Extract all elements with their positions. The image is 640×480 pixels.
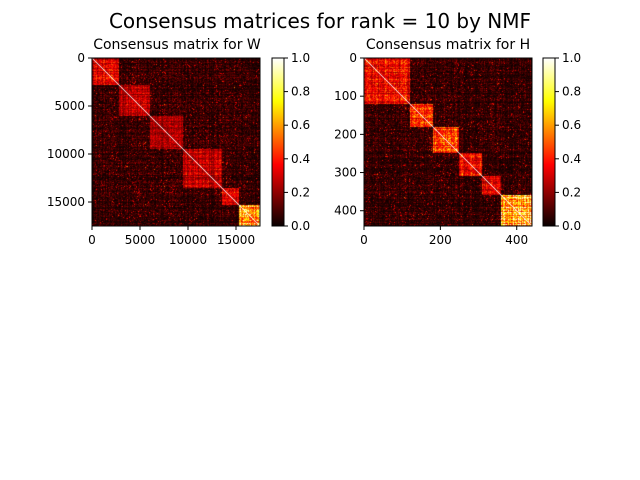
colorbar-tick-label: 0.4: [562, 152, 581, 166]
colorbar-w-frame: [271, 57, 285, 227]
y-tick-label: 0: [77, 51, 85, 65]
x-tick-label: 15000: [217, 233, 255, 247]
colorbar-tick-label: 0.0: [562, 219, 581, 233]
x-tick-label: 0: [360, 233, 368, 247]
panel-h: Consensus matrix for H 0 200 400 0 100 200 300…: [334, 37, 581, 247]
colorbar-tick-label: 1.0: [291, 51, 310, 65]
colorbar-h-frame: [542, 57, 556, 227]
heatmap-h: [364, 58, 532, 226]
panel-w: Consensus matrix for W 0 5000 10000 15000 0 5…: [47, 37, 310, 247]
colorbar-tick-label: 0.8: [562, 85, 581, 99]
panel-w-title: Consensus matrix for W: [93, 37, 261, 53]
y-tick-label: 400: [334, 204, 357, 218]
heatmap-h-frame: [363, 57, 533, 227]
heatmap-w: [92, 58, 260, 226]
x-tick-label: 200: [429, 233, 452, 247]
colorbar-tick-label: 0.0: [291, 219, 310, 233]
figure-title: Consensus matrices for rank = 10 by NMF: [109, 9, 531, 33]
heatmap-h-ticks: 0 200 400 0 100 200 300 400: [334, 51, 528, 247]
y-tick-label: 10000: [47, 147, 85, 161]
colorbar-tick-label: 0.2: [291, 185, 310, 199]
colorbar-h-ticks: 0.0 0.2 0.4 0.6 0.8 1.0: [555, 51, 581, 233]
colorbar-w: [272, 58, 284, 226]
panel-h-title: Consensus matrix for H: [366, 37, 530, 53]
heatmap-w-frame: [91, 57, 261, 227]
y-tick-label: 100: [334, 89, 357, 103]
y-tick-label: 200: [334, 127, 357, 141]
colorbar-tick-label: 0.6: [562, 118, 581, 132]
colorbar-w-ticks: 0.0 0.2 0.4 0.6 0.8 1.0: [284, 51, 310, 233]
y-tick-label: 300: [334, 166, 357, 180]
y-tick-label: 5000: [54, 99, 85, 113]
x-tick-label: 400: [505, 233, 528, 247]
x-tick-label: 10000: [169, 233, 207, 247]
x-tick-label: 0: [88, 233, 96, 247]
colorbar-tick-label: 0.2: [562, 185, 581, 199]
colorbar-tick-label: 0.4: [291, 152, 310, 166]
heatmap-w-ticks: 0 5000 10000 15000 0 5000 10000 15000: [47, 51, 255, 247]
y-tick-label: 0: [349, 51, 357, 65]
colorbar-tick-label: 0.6: [291, 118, 310, 132]
y-tick-label: 15000: [47, 195, 85, 209]
colorbar-tick-label: 1.0: [562, 51, 581, 65]
x-tick-label: 5000: [125, 233, 156, 247]
colorbar-tick-label: 0.8: [291, 85, 310, 99]
colorbar-h: [543, 58, 555, 226]
